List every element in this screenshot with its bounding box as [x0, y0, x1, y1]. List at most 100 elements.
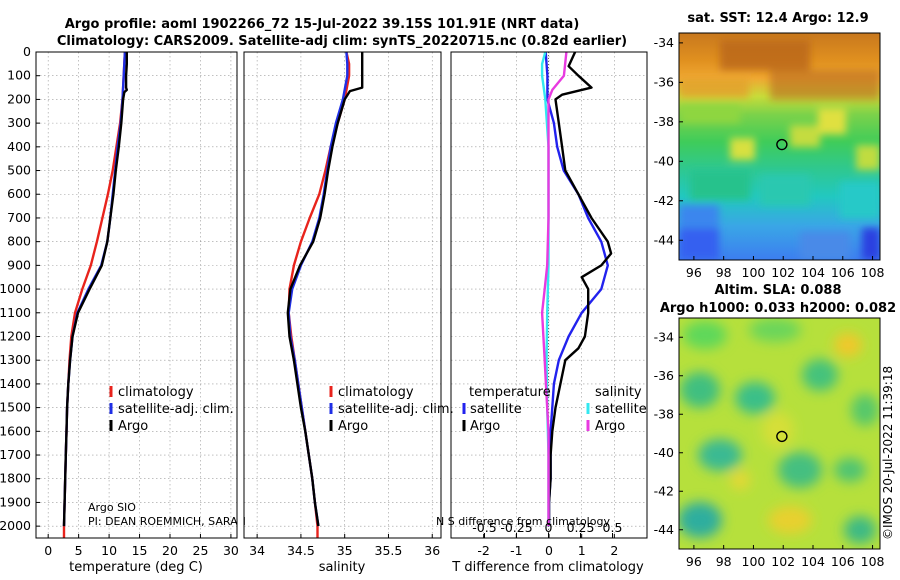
- temperature-axis-ticks: 0 5 10 15 20 25 30: [44, 534, 239, 558]
- sla-field: [679, 318, 880, 549]
- map-lat-label: -40: [654, 445, 674, 460]
- y-tick-label: 700: [7, 210, 31, 225]
- panel-gap: [237, 52, 244, 538]
- x-tick-label: 34: [249, 543, 265, 558]
- difference-series: [540, 51, 613, 527]
- x-tick-label: 34.5: [287, 543, 315, 558]
- y-tick-label: 1400: [0, 376, 31, 391]
- series-line-climatology: [287, 51, 351, 538]
- y-tick-label: 0: [23, 44, 31, 59]
- legend-label-temp-argo: Argo: [470, 419, 500, 434]
- y-tick-label: 1900: [0, 494, 31, 509]
- temperature-axis-label: temperature (deg C): [69, 560, 203, 575]
- y-tick-label: 400: [7, 139, 31, 154]
- x-tick-label: 30: [223, 543, 239, 558]
- legend-heading-salinity: salinity: [595, 385, 642, 400]
- figure-title-line1: Argo profile: aoml 1902266_72 15-Jul-202…: [65, 17, 580, 32]
- sst-texture: [679, 40, 880, 260]
- y-tick-label: 800: [7, 234, 31, 249]
- map-lat-label: -38: [654, 406, 674, 421]
- x-tick-label: 2: [610, 543, 618, 558]
- difference-legend-temperature: temperature satellite Argo: [462, 385, 551, 434]
- temperature-legend: climatology satellite-adj. clim. Argo: [109, 385, 234, 434]
- series-line-salinity-argo: [540, 51, 568, 527]
- s-tick-label: 0.5: [603, 520, 623, 535]
- y-tick-label: 1200: [0, 328, 31, 343]
- s-difference-axis-ticks: -0.5 -0.25 0 0.25 0.5: [472, 520, 622, 538]
- salinity-series: [286, 51, 364, 538]
- y-tick-label: 1000: [0, 281, 31, 296]
- salinity-axis-ticks: 34 34.5 35 35.5 36: [249, 534, 440, 558]
- y-tick-label: 300: [7, 115, 31, 130]
- map-lon-label: 108: [861, 554, 885, 569]
- legend-label-argo: Argo: [338, 419, 368, 434]
- series-line-temperature-argo: [547, 51, 613, 527]
- map-lon-label: 98: [716, 554, 732, 569]
- legend-label-sal-satellite: satellite: [595, 402, 647, 417]
- map-lat-label: -40: [654, 153, 674, 168]
- s-difference-clipped-label: N S difference from climatology: [436, 515, 610, 528]
- map-lon-label: 96: [686, 265, 702, 280]
- argo-float-location-marker: [776, 430, 788, 443]
- legend-label-temp-satellite: satellite: [470, 402, 522, 417]
- y-tick-label: 1500: [0, 400, 31, 415]
- x-tick-label: 25: [193, 543, 209, 558]
- temperature-profile-panel: 0100200300400500600700800900100011001200…: [0, 44, 246, 575]
- difference-legend-salinity: salinity satellite Argo: [586, 385, 647, 434]
- map-lon-label: 100: [742, 554, 766, 569]
- map-lon-label: 106: [831, 265, 855, 280]
- series-line-argo: [62, 52, 129, 527]
- y-tick-label: 1700: [0, 447, 31, 462]
- x-tick-label: 35: [337, 543, 353, 558]
- map-lat-label: -44: [654, 522, 674, 537]
- map-lon-label: 108: [861, 265, 885, 280]
- credit-float-owner: Argo SIO: [88, 501, 136, 514]
- y-tick-label: 1600: [0, 423, 31, 438]
- map-lon-label: 96: [686, 554, 702, 569]
- y-tick-label: 2000: [0, 518, 31, 533]
- temperature-axes-frame: [35, 51, 238, 539]
- y-tick-label: 900: [7, 257, 31, 272]
- map-lat-label: -34: [654, 35, 674, 50]
- sla-map-ticks: 96 98 100 102 104 106 108 -34 -36 -38 -40 -42 -44: [654, 329, 885, 569]
- legend-label-climatology: climatology: [118, 385, 194, 400]
- legend-label-satellite-adj: satellite-adj. clim.: [118, 402, 234, 417]
- series-line-argo: [286, 52, 364, 527]
- salinity-axes-frame: [243, 51, 442, 539]
- temperature-series: [62, 51, 129, 538]
- map-lat-label: -36: [654, 74, 674, 89]
- map-lon-label: 104: [801, 265, 825, 280]
- sst-map-panel: sat. SST: 12.4 Argo: 12.9: [654, 11, 885, 280]
- sla-map-subtitle: Argo h1000: 0.033 h2000: 0.082: [660, 301, 896, 316]
- map-lat-label: -38: [654, 114, 674, 129]
- map-lon-label: 102: [771, 265, 795, 280]
- sla-map-panel: Altim. SLA: 0.088 Argo h1000: 0.033 h200…: [654, 283, 897, 569]
- x-tick-label: 36: [424, 543, 440, 558]
- sla-map-title: Altim. SLA: 0.088: [715, 283, 842, 298]
- map-lat-label: -44: [654, 232, 674, 247]
- series-line-climatology: [62, 51, 127, 538]
- x-tick-label: 15: [132, 543, 148, 558]
- x-tick-label: -1: [510, 543, 522, 558]
- s-tick-label: -0.25: [500, 520, 532, 535]
- credit-pi-names: PI: DEAN ROEMMICH, SARAH: [88, 515, 246, 528]
- y-tick-label: 1300: [0, 352, 31, 367]
- imos-timestamp: ©IMOS 20-Jul-2022 11:39:18: [881, 366, 895, 540]
- t-difference-axis-ticks: -2 -1 0 1 2: [477, 534, 618, 558]
- map-lon-label: 102: [771, 554, 795, 569]
- y-tick-label: 1100: [0, 305, 31, 320]
- map-lon-label: 106: [831, 554, 855, 569]
- legend-label-argo: Argo: [118, 419, 148, 434]
- y-tick-label: 600: [7, 186, 31, 201]
- sla-texture: [679, 318, 879, 544]
- x-tick-label: 0: [545, 543, 553, 558]
- x-tick-label: -2: [477, 543, 489, 558]
- figure-title-line2: Climatology: CARS2009. Satellite-adj cli…: [57, 34, 627, 49]
- x-tick-label: 1: [578, 543, 586, 558]
- map-lat-label: -34: [654, 329, 674, 344]
- map-lat-label: -42: [654, 483, 674, 498]
- sst-map-ticks: 96 98 100 102 104 106 108 -34 -36 -38 -40 -42 -44: [654, 35, 885, 280]
- map-lon-label: 98: [716, 265, 732, 280]
- legend-label-sal-argo: Argo: [595, 419, 625, 434]
